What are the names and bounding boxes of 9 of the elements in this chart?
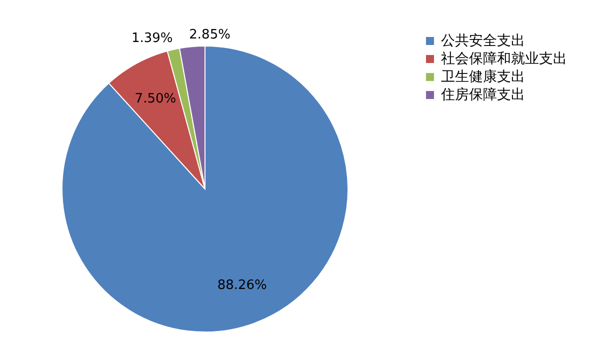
data-label: 88.26% bbox=[217, 278, 267, 294]
pie-slice bbox=[62, 46, 348, 332]
data-label: 2.85% bbox=[189, 28, 230, 43]
legend-label: 公共安全支出 bbox=[441, 33, 525, 49]
legend-label: 住房保障支出 bbox=[440, 87, 525, 103]
data-label: 7.50% bbox=[134, 92, 176, 107]
legend-label: 社会保障和就业支出 bbox=[441, 51, 567, 67]
legend-label: 卫生健康支出 bbox=[441, 69, 525, 85]
data-label: 1.39% bbox=[131, 30, 173, 46]
